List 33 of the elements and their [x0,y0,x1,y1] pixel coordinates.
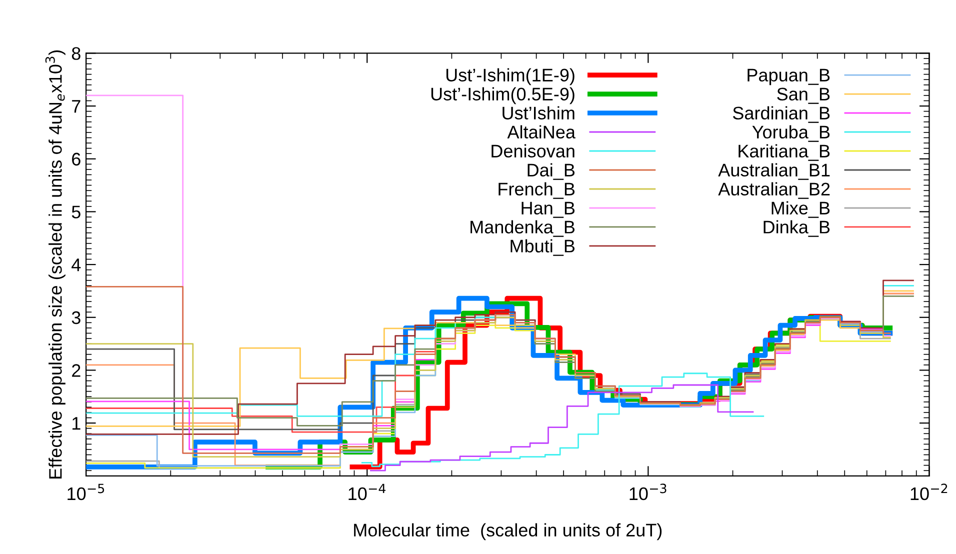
x-axis-title: Molecular time (scaled in units of 2uT) [354,523,662,540]
legend-label: Ust’Ishim [502,106,574,120]
y-tick-label: 6 [72,152,80,166]
legend-label: Papuan_B [748,68,830,86]
legend-label: French_B [498,182,575,199]
y-tick-label: 4 [72,258,81,272]
legend-label: Australian_B2 [718,182,830,199]
legend-label: Sardinian_B [732,106,830,123]
y-tick-label: 7 [72,100,80,113]
y-tick-label: 2 [72,364,80,377]
y-tick-label: 1 [72,417,80,430]
legend-label: Mandenka_B [470,220,575,237]
y-tick-label: 3 [72,311,80,324]
legend-label: Han_B [522,202,575,218]
legend-label: Dinka_B [764,220,830,237]
y-tick-label: 5 [72,206,80,218]
legend-label: Mbuti_B [510,239,575,256]
legend-label: San_B [777,88,830,104]
x-tick-label: 10$^{−3}$ [630,484,666,500]
legend-label: Australian_B1 [718,163,830,180]
x-tick-label: 10$^{−5}$ [68,484,104,500]
y-tick-label: 8 [72,47,80,60]
legend-label: Denisovan [492,144,574,158]
legend-label: Yoruba_B [752,125,830,142]
legend-label: Ust’-Ishim(0.5E-9) [431,87,574,104]
legend-label: Ust’-Ishim(1E-9) [446,68,574,86]
legend-label: Dai_B [528,163,575,180]
y-axis-title: Effective population size (scaled in units of 4uN$_{e}$x10$^{3}$) [45,50,66,478]
legend-label: AltaiNea [507,125,576,138]
x-tick-label: 10$^{−2}$ [910,484,948,500]
legend-label: Karitiana_B [738,144,830,161]
x-tick-label: 10$^{−4}$ [348,484,386,500]
legend-label: Mixe_B [772,201,830,218]
